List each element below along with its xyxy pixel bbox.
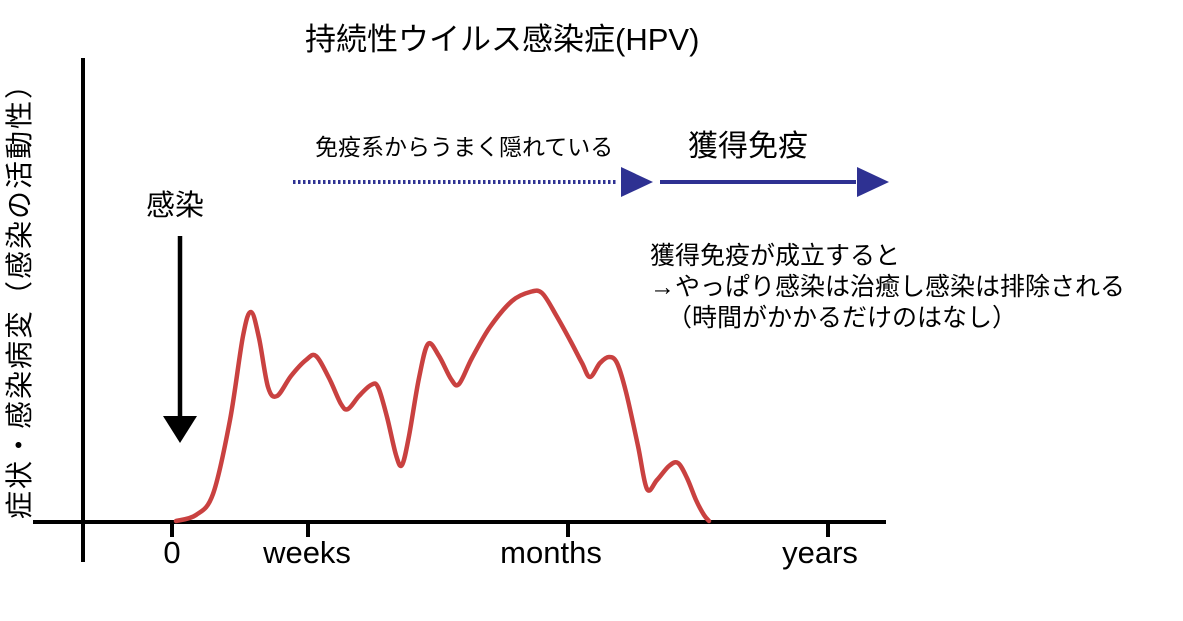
x-axis-tick-label: 0 (163, 535, 181, 570)
infection-arrowhead-icon (163, 416, 197, 443)
annotation-line-1: 獲得免疫が成立すると (650, 242, 901, 270)
infection-down-arrow (163, 236, 197, 443)
y-axis-label: 症状・感染病変（感染の活動性） (3, 68, 35, 520)
infection-label: 感染 (146, 190, 205, 222)
dotted-arrowhead-icon (621, 167, 653, 197)
x-axis-tick-label: months (500, 535, 602, 570)
acquired-immunity-annotation: 獲得免疫が成立すると →やっぱり感染は治癒し感染は排除される （時間がかかるだけ… (650, 241, 1125, 334)
annotation-line-3: （時間がかかるだけのはなし） (667, 304, 1018, 332)
hiding-phase-dotted-arrow (293, 167, 653, 197)
acquired-immunity-label: 獲得免疫 (688, 130, 808, 163)
acquired-immunity-arrow (660, 167, 889, 197)
x-axis-tick-label: weeks (263, 535, 351, 570)
chart-title: 持続性ウイルス感染症(HPV) (305, 22, 700, 57)
x-axis-ticks (170, 520, 830, 537)
infection-activity-curve (173, 288, 712, 524)
hiding-from-immune-system-label: 免疫系からうまく隠れている (315, 134, 614, 160)
annotation-line-2: →やっぱり感染は治癒し感染は排除される (650, 273, 1126, 301)
x-axis-tick-label: years (782, 535, 858, 570)
solid-arrowhead-icon (857, 167, 889, 197)
